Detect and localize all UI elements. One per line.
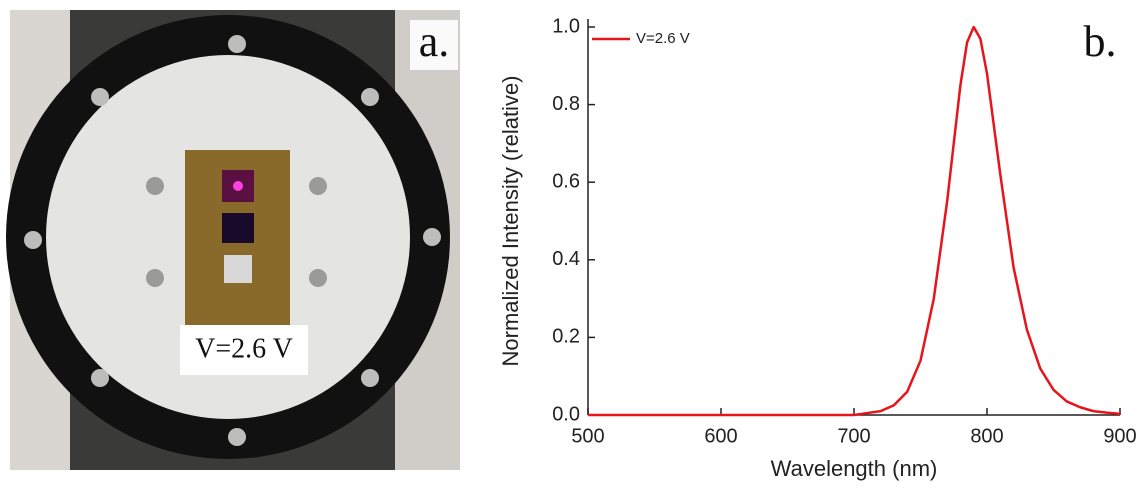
x-tick-label: 600	[704, 425, 737, 447]
chip	[224, 255, 252, 283]
y-tick-label: 0.2	[552, 326, 580, 348]
y-axis-title: Normalized Intensity (relative)	[498, 76, 523, 367]
screws	[146, 177, 327, 287]
ring-holes	[24, 35, 441, 446]
photo: V=2.6 V a.	[6, 10, 460, 470]
y-tick-label: 0.0	[552, 403, 580, 425]
panel-label: b.	[1084, 17, 1117, 66]
series-line	[588, 25, 1121, 417]
x-tick-label: 900	[1103, 425, 1136, 447]
chip	[222, 213, 254, 243]
y-tick-label: 0.8	[552, 93, 580, 115]
x-tick-label: 700	[837, 425, 870, 447]
label-box	[410, 20, 458, 70]
x-tick-label: 800	[970, 425, 1003, 447]
legend-label: V=2.6 V	[636, 30, 690, 47]
panel-label: a.	[419, 17, 450, 66]
photo-caption: V=2.6 V	[195, 333, 293, 364]
y-tick-label: 0.6	[552, 170, 580, 192]
x-axis-title: Wavelength (nm)	[771, 456, 938, 481]
caption-box	[180, 325, 308, 375]
y-tick-label: 1.0	[552, 15, 580, 37]
led-glow	[233, 181, 243, 191]
x-tick-label: 500	[571, 425, 604, 447]
y-tick-label: 0.4	[552, 248, 580, 270]
